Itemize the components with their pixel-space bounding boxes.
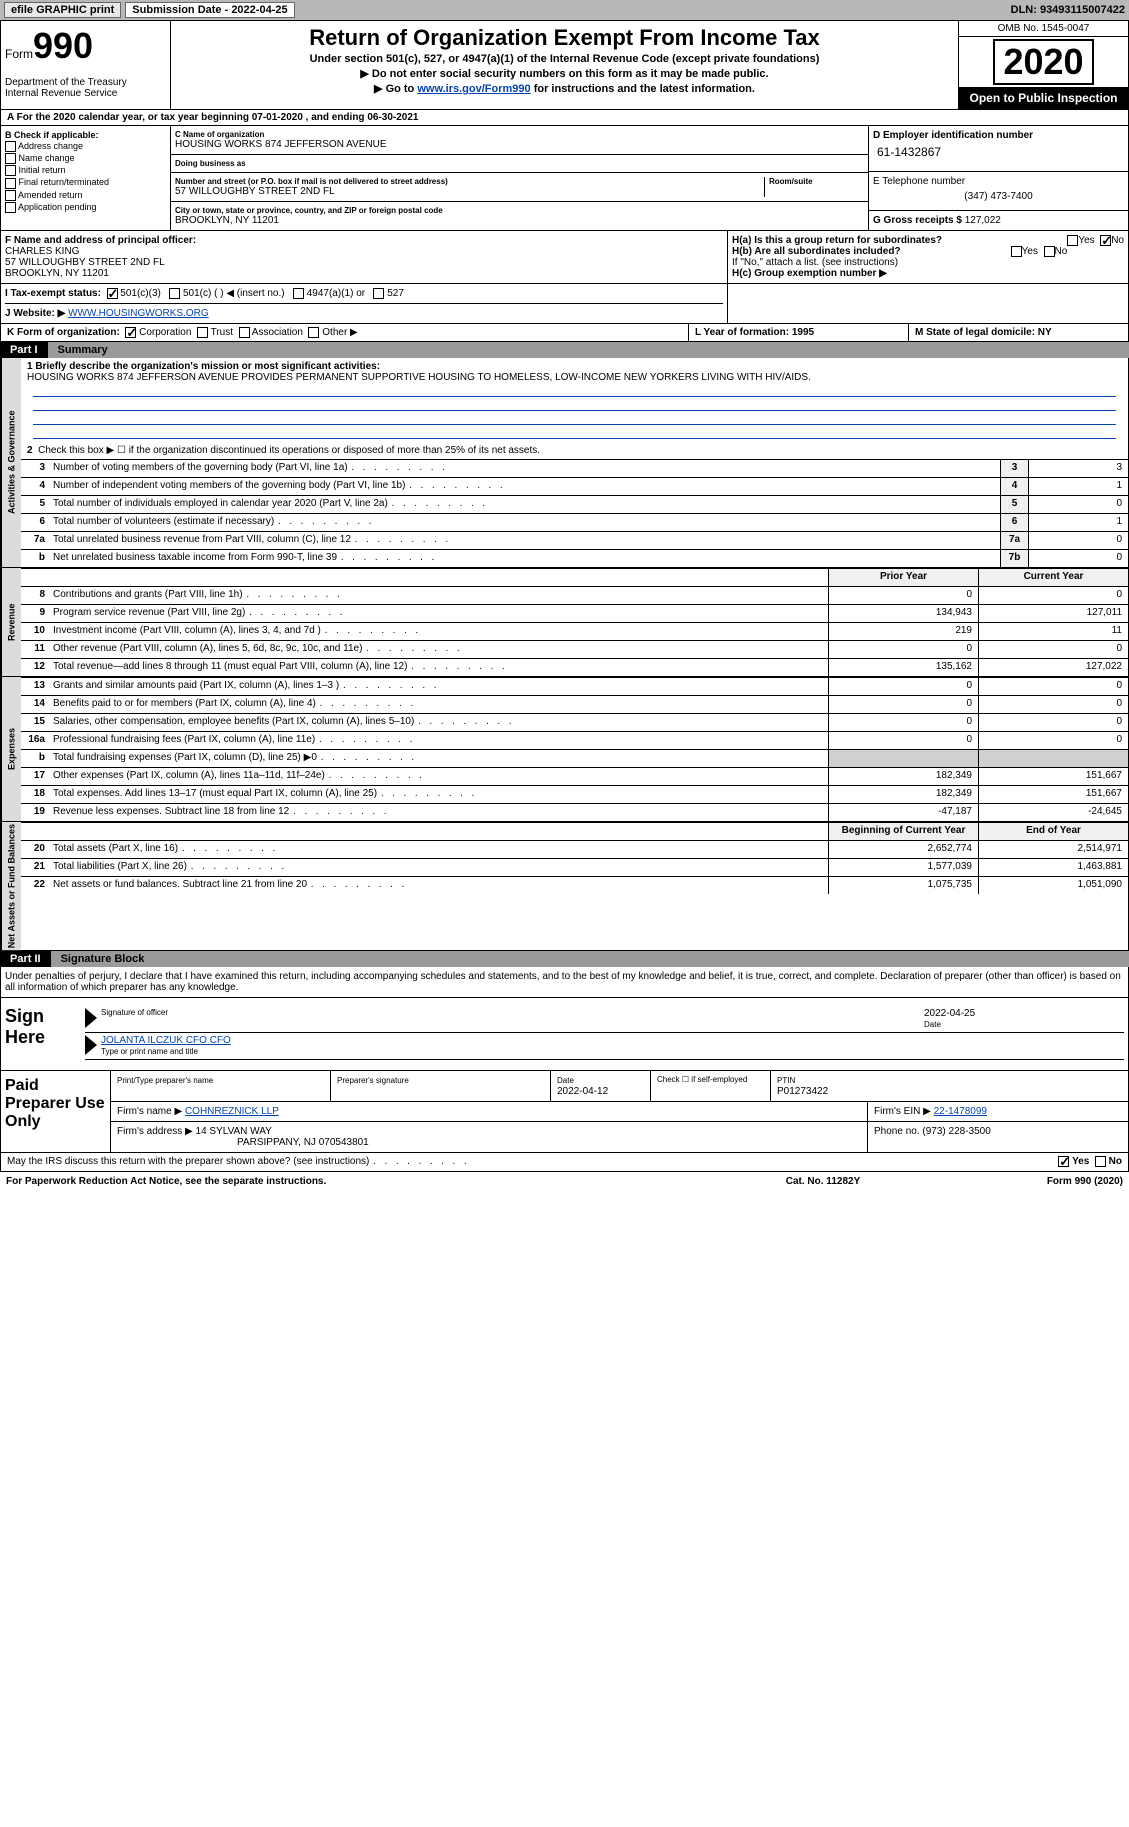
signature-date: 2022-04-25 — [924, 1008, 975, 1019]
signature-declaration: Under penalties of perjury, I declare th… — [0, 967, 1129, 998]
discuss-yes-checkbox[interactable] — [1058, 1156, 1069, 1167]
table-row: 15Salaries, other compensation, employee… — [21, 713, 1128, 731]
efile-print-button[interactable]: efile GRAPHIC print — [4, 2, 121, 18]
netassets-section: Net Assets or Fund Balances Beginning of… — [0, 822, 1129, 951]
vlabel-revenue: Revenue — [1, 568, 21, 676]
subtitle-3: ▶ Go to www.irs.gov/Form990 for instruct… — [175, 82, 954, 95]
table-row: 19Revenue less expenses. Subtract line 1… — [21, 803, 1128, 821]
table-row: 14Benefits paid to or for members (Part … — [21, 695, 1128, 713]
table-row: 18Total expenses. Add lines 13–17 (must … — [21, 785, 1128, 803]
org-name: HOUSING WORKS 874 JEFFERSON AVENUE — [175, 139, 864, 150]
dept-label: Department of the Treasury Internal Reve… — [5, 77, 166, 99]
part1-header: Part I Summary — [0, 342, 1129, 358]
paid-preparer-block: Paid Preparer Use Only Print/Type prepar… — [0, 1071, 1129, 1153]
ein-value: 61-1432867 — [873, 141, 1124, 167]
submission-date: Submission Date - 2022-04-25 — [125, 2, 294, 18]
expenses-section: Expenses 13Grants and similar amounts pa… — [0, 677, 1129, 822]
table-row: 6Total number of volunteers (estimate if… — [21, 513, 1128, 531]
table-row: bNet unrelated business taxable income f… — [21, 549, 1128, 567]
signature-arrow-icon — [85, 1008, 97, 1028]
check-option[interactable]: Address change — [5, 141, 166, 152]
omb-number: OMB No. 1545-0047 — [959, 21, 1128, 37]
firm-phone: (973) 228-3500 — [922, 1126, 990, 1137]
entity-info-block: B Check if applicable: Address change Na… — [0, 126, 1129, 231]
table-row: bTotal fundraising expenses (Part IX, co… — [21, 749, 1128, 767]
table-row: 11Other revenue (Part VIII, column (A), … — [21, 640, 1128, 658]
gross-receipts: 127,022 — [965, 215, 1001, 226]
telephone: (347) 473-7400 — [873, 187, 1124, 206]
tax-status-row: I Tax-exempt status: 501(c)(3) 501(c) ( … — [0, 284, 1129, 324]
firm-name-link[interactable]: COHNREZNICK LLP — [185, 1106, 279, 1117]
sign-here-label: Sign Here — [1, 998, 81, 1070]
subtitle-1: Under section 501(c), 527, or 4947(a)(1)… — [175, 53, 954, 65]
check-option[interactable]: Amended return — [5, 190, 166, 201]
check-option[interactable]: Final return/terminated — [5, 177, 166, 188]
vlabel-governance: Activities & Governance — [1, 358, 21, 567]
part1-body: Activities & Governance 1 Briefly descri… — [0, 358, 1129, 568]
website-link[interactable]: WWW.HOUSINGWORKS.ORG — [68, 308, 209, 319]
table-row: 21Total liabilities (Part X, line 26)1,5… — [21, 858, 1128, 876]
table-row: 3Number of voting members of the governi… — [21, 459, 1128, 477]
ptin-value: P01273422 — [777, 1086, 828, 1097]
firm-ein-link[interactable]: 22-1478099 — [934, 1106, 987, 1117]
501c3-checkbox[interactable] — [107, 288, 118, 299]
officer-name-link[interactable]: JOLANTA ILCZUK CFO CFO — [101, 1035, 231, 1046]
check-option[interactable]: Initial return — [5, 165, 166, 176]
column-b: B Check if applicable: Address change Na… — [1, 126, 171, 230]
revenue-section: Revenue Prior Year Current Year 8Contrib… — [0, 568, 1129, 677]
tax-year-box: 2020 — [993, 39, 1093, 85]
open-to-public: Open to Public Inspection — [959, 87, 1128, 109]
form-org-row: K Form of organization: Corporation Trus… — [0, 324, 1129, 342]
mission-text: HOUSING WORKS 874 JEFFERSON AVENUE PROVI… — [27, 372, 811, 383]
check-option[interactable]: Name change — [5, 153, 166, 164]
discuss-no-checkbox[interactable] — [1095, 1156, 1106, 1167]
column-d: D Employer identification number 61-1432… — [868, 126, 1128, 230]
footer-line: For Paperwork Reduction Act Notice, see … — [0, 1172, 1129, 1191]
subtitle-2: ▶ Do not enter social security numbers o… — [175, 67, 954, 80]
table-row: 8Contributions and grants (Part VIII, li… — [21, 586, 1128, 604]
table-row: 17Other expenses (Part IX, column (A), l… — [21, 767, 1128, 785]
column-c: C Name of organization HOUSING WORKS 874… — [171, 126, 868, 230]
street-address: 57 WILLOUGHBY STREET 2ND FL — [175, 186, 764, 197]
paid-preparer-label: Paid Preparer Use Only — [1, 1071, 111, 1152]
table-row: 9Program service revenue (Part VIII, lin… — [21, 604, 1128, 622]
part2-header: Part II Signature Block — [0, 951, 1129, 967]
officer-name: CHARLES KING — [5, 246, 79, 257]
discuss-row: May the IRS discuss this return with the… — [0, 1153, 1129, 1171]
table-row: 22Net assets or fund balances. Subtract … — [21, 876, 1128, 894]
signature-arrow-icon — [85, 1035, 97, 1055]
vlabel-netassets: Net Assets or Fund Balances — [1, 822, 21, 950]
table-row: 16aProfessional fundraising fees (Part I… — [21, 731, 1128, 749]
tax-year-line: A For the 2020 calendar year, or tax yea… — [0, 110, 1129, 126]
table-row: 5Total number of individuals employed in… — [21, 495, 1128, 513]
dln-label: DLN: 93493115007422 — [1011, 4, 1125, 16]
irs-link[interactable]: www.irs.gov/Form990 — [417, 83, 530, 95]
top-toolbar: efile GRAPHIC print Submission Date - 20… — [0, 0, 1129, 20]
table-row: 13Grants and similar amounts paid (Part … — [21, 677, 1128, 695]
form-header: Form 990 Department of the Treasury Inte… — [0, 20, 1129, 110]
vlabel-expenses: Expenses — [1, 677, 21, 821]
form-number: 990 — [33, 25, 93, 67]
city-state-zip: BROOKLYN, NY 11201 — [175, 215, 864, 226]
table-row: 20Total assets (Part X, line 16)2,652,77… — [21, 840, 1128, 858]
table-row: 4Number of independent voting members of… — [21, 477, 1128, 495]
form-title: Return of Organization Exempt From Incom… — [175, 25, 954, 51]
table-row: 10Investment income (Part VIII, column (… — [21, 622, 1128, 640]
officer-group-row: F Name and address of principal officer:… — [0, 231, 1129, 284]
table-row: 7aTotal unrelated business revenue from … — [21, 531, 1128, 549]
check-option[interactable]: Application pending — [5, 202, 166, 213]
form-word: Form — [5, 47, 33, 61]
table-row: 12Total revenue—add lines 8 through 11 (… — [21, 658, 1128, 676]
